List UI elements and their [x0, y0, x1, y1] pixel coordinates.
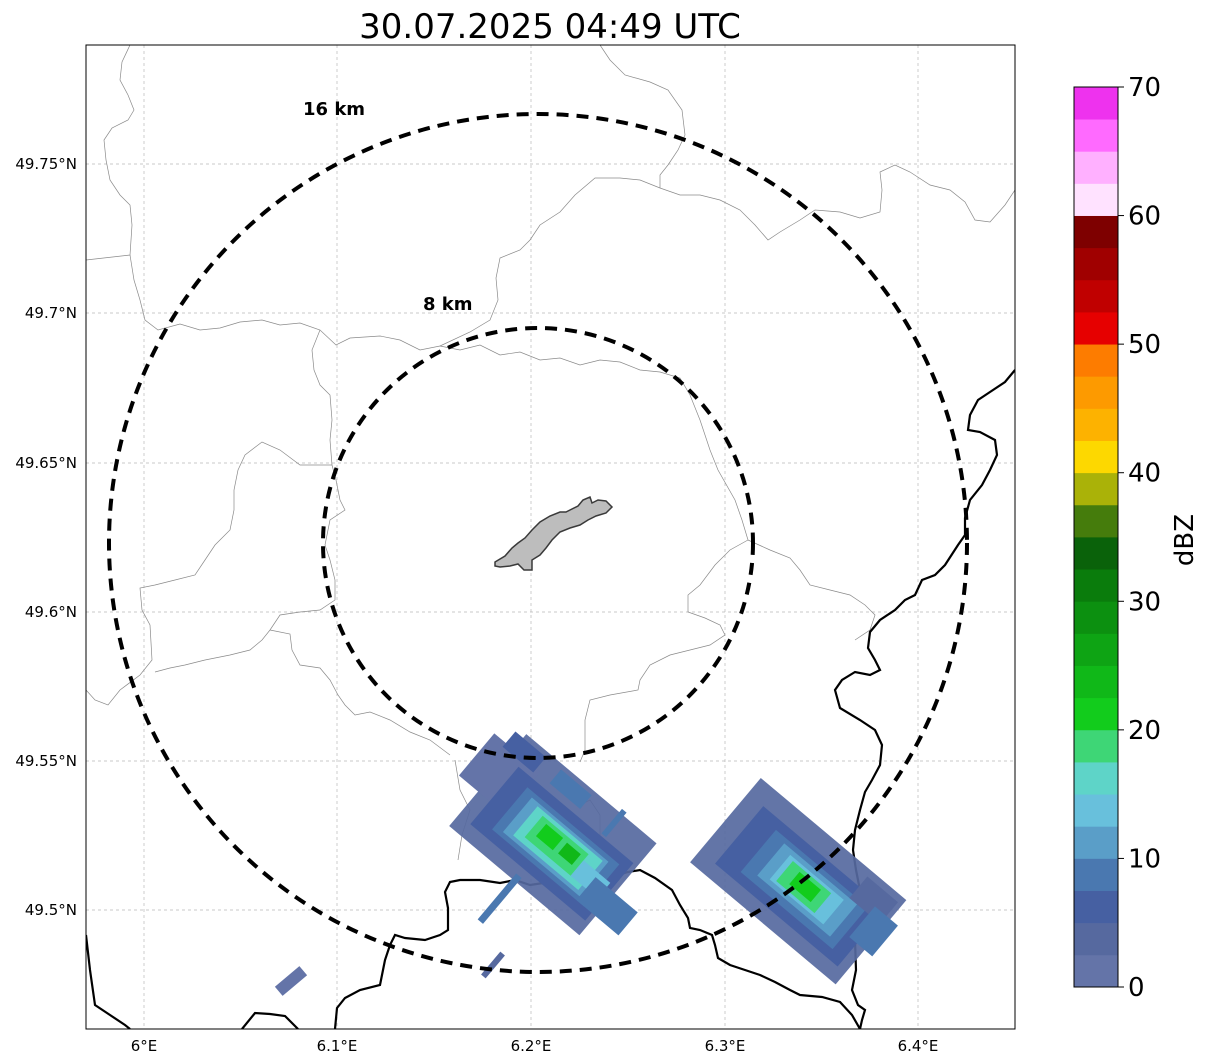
- colorbar-swatch: [1074, 826, 1118, 859]
- echo-cell-east: [690, 777, 907, 985]
- colorbar-tick-label: 60: [1128, 202, 1161, 232]
- colorbar-swatch: [1074, 762, 1118, 795]
- range-ring-8km: [321, 326, 755, 760]
- map-content: [86, 45, 1015, 1029]
- map-frame: [85, 44, 1016, 1030]
- lat-tick-label: 49.6°N: [25, 603, 77, 621]
- colorbar-swatch: [1074, 440, 1118, 474]
- colorbar-tick-label: 70: [1128, 73, 1161, 103]
- colorbar-swatch: [1074, 408, 1118, 441]
- colorbar-ticks: 0 10 20 30 40 50 60 70: [1118, 73, 1161, 1003]
- colorbar-swatch: [1074, 569, 1118, 602]
- range-ring-16km: [107, 112, 969, 974]
- lon-tick-label: 6°E: [131, 1037, 158, 1055]
- lon-tick-labels: 6°E 6.1°E 6.2°E 6.3°E 6.4°E: [131, 1037, 939, 1055]
- colorbar-swatch: [1074, 697, 1118, 731]
- colorbar-swatch: [1074, 601, 1118, 634]
- colorbar-swatch: [1074, 794, 1118, 827]
- colorbar-tick-label: 50: [1128, 330, 1161, 360]
- commune-boundaries: [86, 45, 1015, 891]
- colorbar-swatch: [1074, 633, 1118, 666]
- reflectivity-echoes: [274, 731, 907, 996]
- colorbar-swatch: [1074, 119, 1118, 152]
- range-ring-label-16km: 16 km: [303, 99, 365, 120]
- colorbar-label: dBZ: [1170, 514, 1200, 566]
- lon-tick-label: 6.4°E: [898, 1037, 939, 1055]
- range-ring-label-8km: 8 km: [423, 294, 473, 315]
- colorbar-swatches: [1074, 87, 1118, 988]
- echo-speck-southwest: [274, 966, 308, 996]
- colorbar-swatch: [1074, 504, 1118, 538]
- colorbar-swatch: [1074, 151, 1118, 184]
- colorbar-swatch: [1074, 183, 1118, 216]
- colorbar-swatch: [1074, 858, 1118, 891]
- lon-tick-label: 6.3°E: [705, 1037, 746, 1055]
- colorbar-swatch: [1074, 215, 1118, 249]
- colorbar-swatch: [1074, 665, 1118, 699]
- colorbar-swatch: [1074, 729, 1118, 763]
- range-rings: [107, 112, 969, 974]
- echo-cell-center: [449, 731, 657, 936]
- colorbar-swatch: [1074, 87, 1118, 120]
- lat-tick-label: 49.5°N: [25, 901, 77, 919]
- city-area-polygon: [494, 495, 614, 571]
- colorbar-swatch: [1074, 922, 1118, 956]
- colorbar-tick-label: 30: [1128, 587, 1161, 617]
- colorbar-swatch: [1074, 537, 1118, 570]
- lon-tick-label: 6.2°E: [511, 1037, 552, 1055]
- map-title: 30.07.2025 04:49 UTC: [359, 7, 741, 47]
- colorbar-swatch: [1074, 247, 1118, 281]
- colorbar-swatch: [1074, 312, 1118, 345]
- colorbar-swatch: [1074, 954, 1118, 988]
- colorbar-tick-label: 20: [1128, 716, 1161, 746]
- lat-tick-label: 49.65°N: [15, 454, 77, 472]
- colorbar-swatch: [1074, 344, 1118, 377]
- colorbar-tick-label: 40: [1128, 459, 1161, 489]
- lat-tick-label: 49.55°N: [15, 752, 77, 770]
- colorbar-swatch: [1074, 890, 1118, 924]
- colorbar-swatch: [1074, 376, 1118, 409]
- colorbar: 0 10 20 30 40 50 60 70 dBZ: [1073, 73, 1200, 1003]
- lat-tick-label: 49.7°N: [25, 304, 77, 322]
- lat-tick-label: 49.75°N: [15, 155, 77, 173]
- colorbar-frame: [1073, 86, 1119, 988]
- colorbar-tick-label: 10: [1128, 844, 1161, 874]
- lon-tick-label: 6.1°E: [317, 1037, 358, 1055]
- colorbar-tick-label: 0: [1128, 973, 1145, 1003]
- lat-tick-labels: 49.75°N 49.7°N 49.65°N 49.6°N 49.55°N 49…: [15, 155, 77, 919]
- colorbar-swatch: [1074, 472, 1118, 506]
- colorbar-swatch: [1074, 279, 1118, 313]
